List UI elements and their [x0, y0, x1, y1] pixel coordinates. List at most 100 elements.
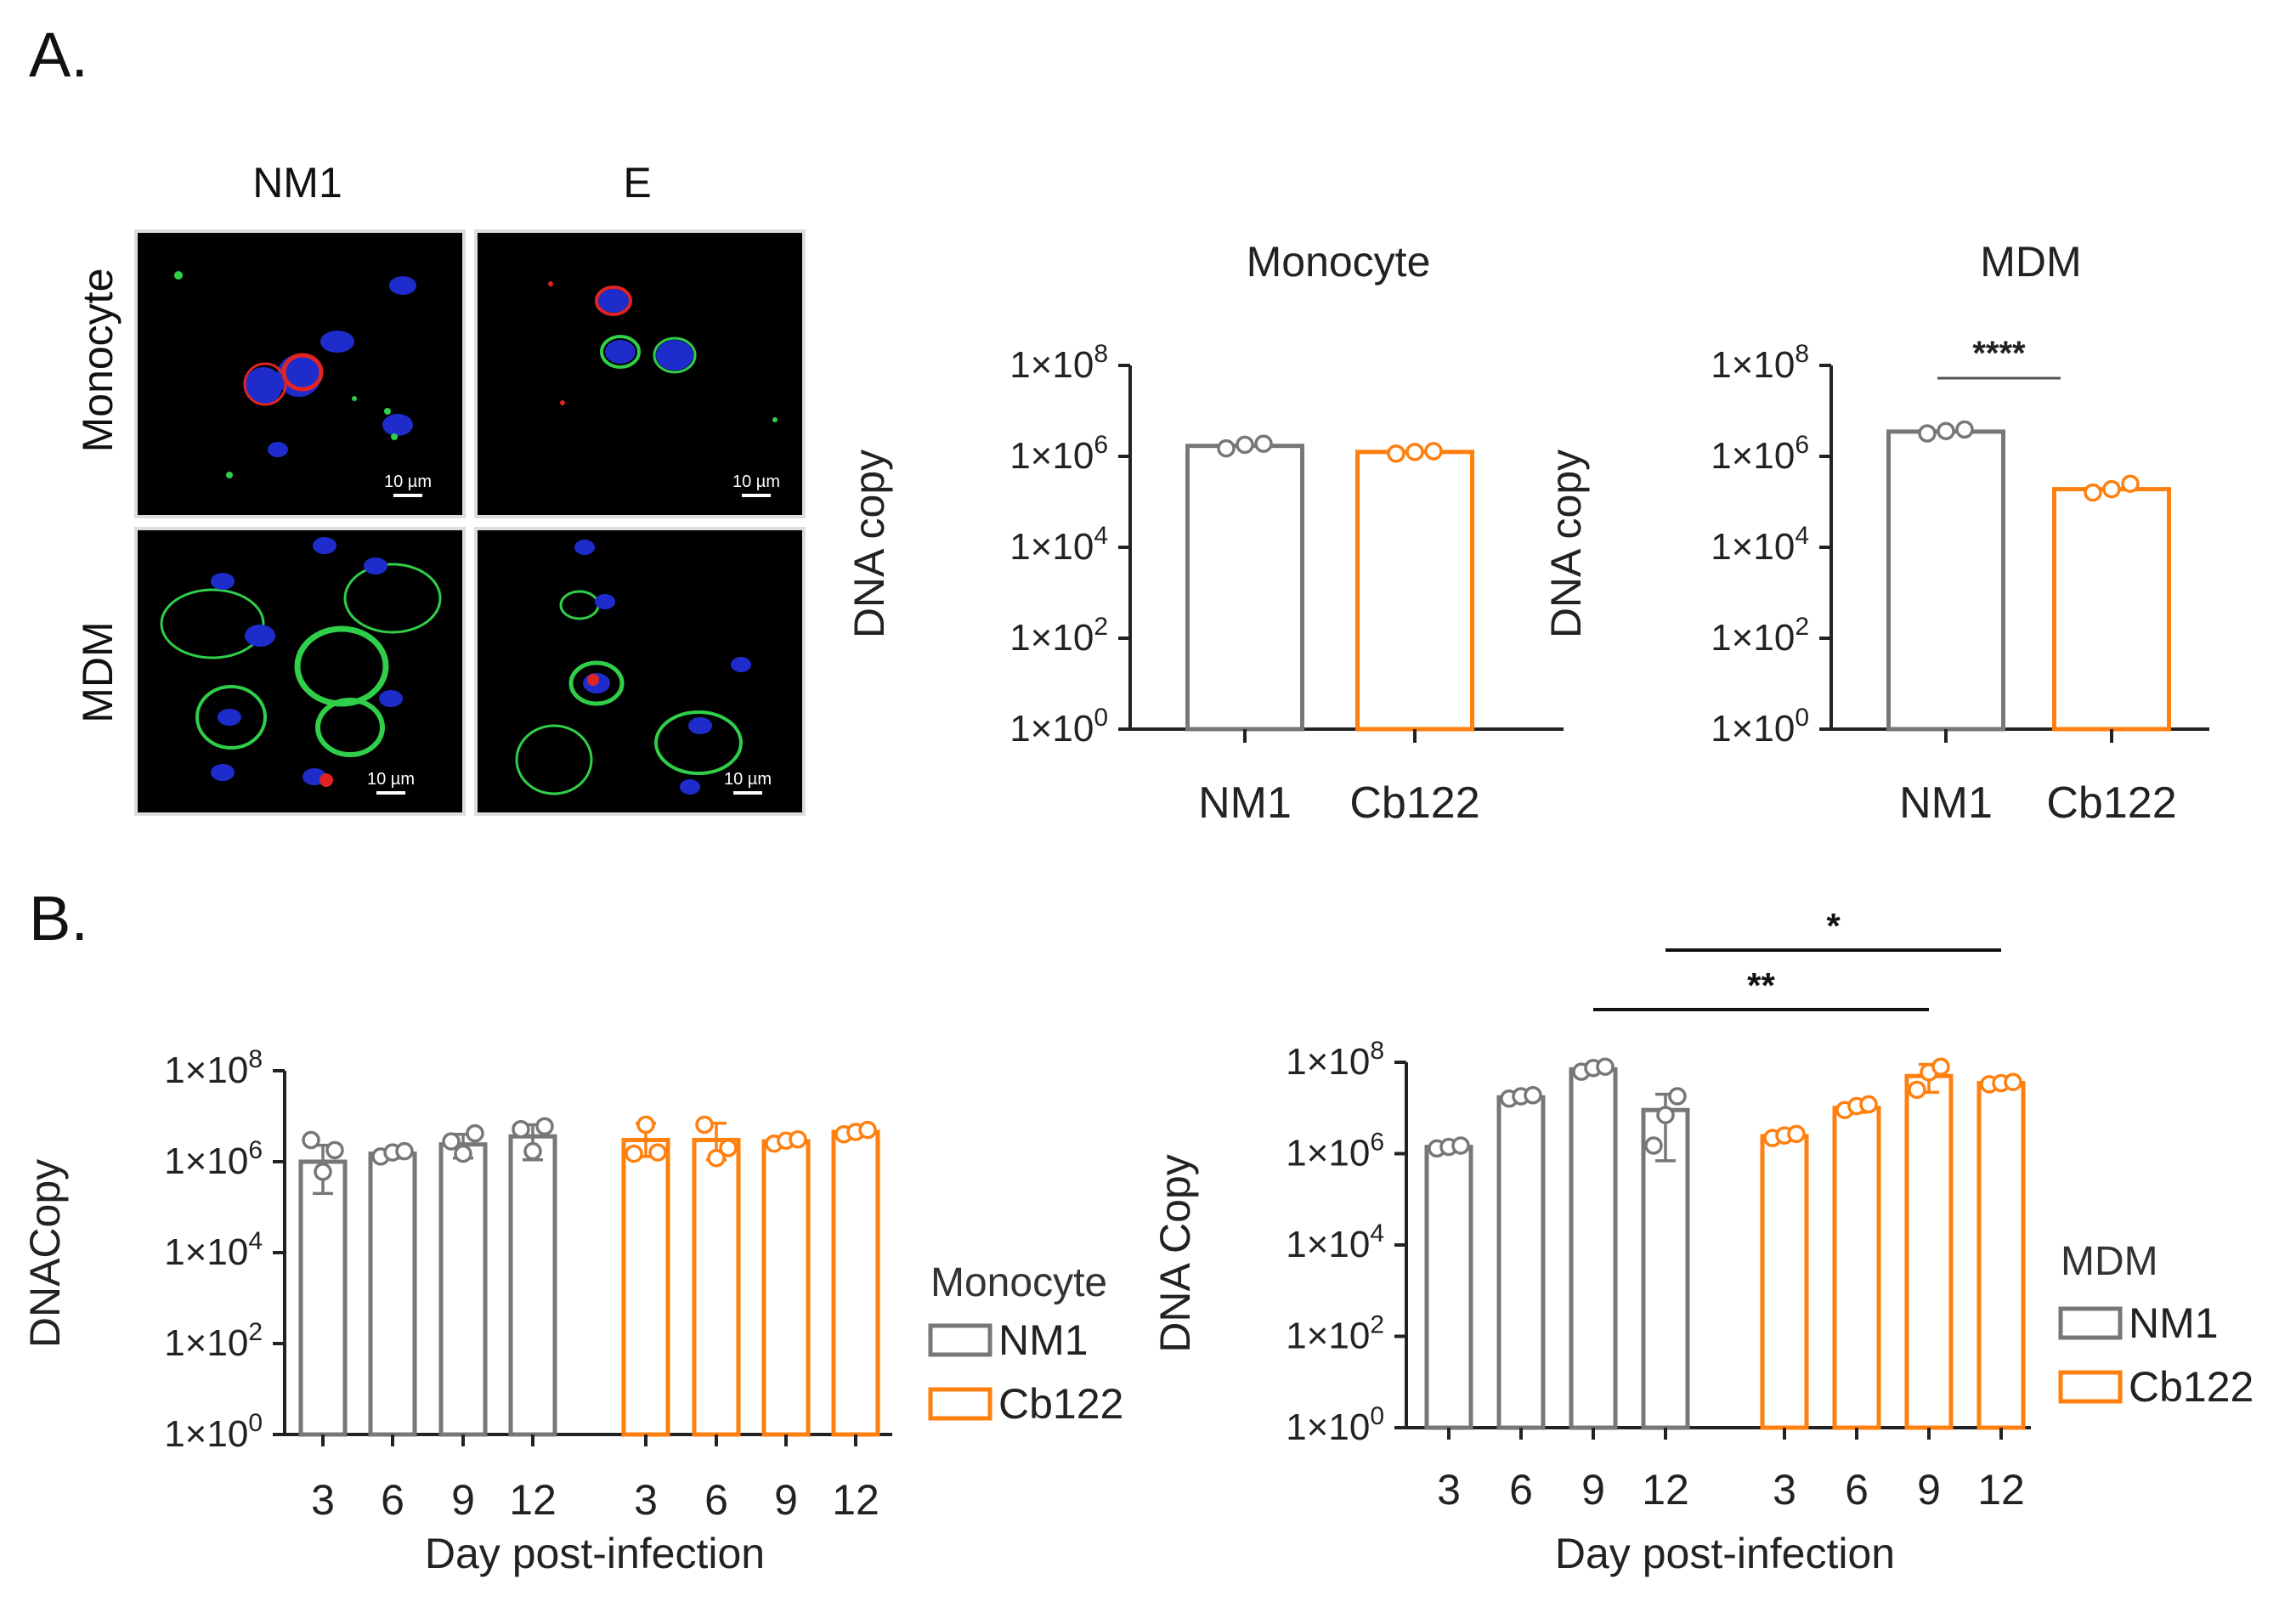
micrograph-monocyte-e-image — [548, 281, 778, 422]
y-tick-label-base: 1×10 — [1711, 526, 1795, 568]
data-point — [636, 1115, 655, 1135]
y-tick-label: 1×108 — [164, 1045, 263, 1091]
legend-label: Cb122 — [998, 1380, 1123, 1428]
y-tick-label-base: 1×10 — [1009, 708, 1094, 750]
x-tick-label: 9 — [1581, 1466, 1605, 1514]
y-tick-label-exponent: 4 — [1094, 522, 1108, 550]
data-point — [1405, 443, 1424, 461]
y-tick-label-base: 1×10 — [1009, 344, 1094, 386]
micrograph-mdm-nm1-image — [160, 537, 442, 787]
bar — [1496, 1095, 1546, 1430]
data-point — [512, 1119, 530, 1139]
x-tick-label: NM1 — [1198, 778, 1292, 828]
x-tick-label: 3 — [311, 1476, 335, 1524]
significance-label: ** — [1747, 965, 1775, 1005]
bar — [692, 1137, 741, 1437]
y-tick-label-base: 1×10 — [1009, 435, 1094, 477]
y-tick-label-exponent: 4 — [1795, 522, 1809, 550]
bar — [1904, 1073, 1954, 1430]
y-tick-label-exponent: 2 — [1094, 613, 1108, 641]
y-tick-label-base: 1×10 — [1711, 708, 1795, 750]
bar — [1886, 429, 2005, 732]
y-tick-label: 1×100 — [164, 1409, 263, 1455]
data-point — [2102, 479, 2121, 499]
y-tick-label-base: 1×10 — [164, 1050, 248, 1091]
y-tick-label-exponent: 4 — [1370, 1219, 1384, 1248]
y-tick-label: 1×106 — [1009, 431, 1108, 477]
data-point — [454, 1144, 472, 1163]
y-tick-label-exponent: 8 — [1795, 340, 1809, 368]
y-tick-label-base: 1×10 — [1711, 617, 1795, 659]
x-tick-label: 6 — [381, 1476, 404, 1524]
data-point — [325, 1140, 344, 1160]
y-tick-label: 1×104 — [164, 1227, 263, 1273]
panel-label-a: A. — [29, 20, 88, 90]
y-tick-label: 1×108 — [1009, 340, 1108, 386]
bar — [508, 1134, 557, 1437]
x-tick-label: Cb122 — [2046, 778, 2176, 828]
data-point — [2121, 474, 2140, 493]
legend-swatch — [2058, 1306, 2123, 1340]
scale-bar-label: 10 µm — [732, 472, 780, 491]
micrograph-mdm-nm1: 10 µm — [134, 527, 466, 816]
y-tick-label-base: 1×10 — [164, 1231, 248, 1273]
x-tick-label: 9 — [451, 1476, 475, 1524]
y-tick-label-base: 1×10 — [164, 1413, 248, 1455]
data-point — [1668, 1087, 1687, 1106]
x-tick-label: 6 — [1845, 1466, 1869, 1514]
legend-label: NM1 — [2129, 1299, 2219, 1347]
micrograph-mdm-e-image — [515, 540, 751, 795]
y-tick-label-base: 1×10 — [1286, 1041, 1370, 1083]
legend-label: Cb122 — [2129, 1363, 2254, 1411]
data-point — [442, 1132, 461, 1151]
data-point — [1931, 1057, 1950, 1076]
bar — [2052, 487, 2171, 732]
y-tick-label: 1×104 — [1009, 522, 1108, 568]
data-point — [535, 1117, 554, 1136]
y-tick-label-exponent: 2 — [1370, 1311, 1384, 1339]
x-axis-label: Day post-infection — [1555, 1530, 1895, 1577]
data-point — [648, 1143, 667, 1162]
legend-swatch — [928, 1323, 992, 1357]
significance-label: **** — [1972, 335, 2026, 372]
x-tick-label: 6 — [1509, 1466, 1533, 1514]
y-tick-label-base: 1×10 — [1286, 1133, 1370, 1174]
legend-label: NM1 — [998, 1316, 1089, 1364]
x-tick-label: 12 — [1977, 1466, 2025, 1514]
y-axis-label: DNACopy — [21, 1159, 69, 1348]
data-point — [789, 1129, 807, 1149]
data-point — [1254, 434, 1273, 453]
y-tick-label: 1×108 — [1286, 1037, 1384, 1083]
data-point — [1937, 422, 1955, 440]
data-point — [302, 1130, 320, 1150]
y-tick-label-base: 1×10 — [1009, 526, 1094, 568]
micrograph-monocyte-nm1-image — [174, 271, 416, 478]
bar — [1424, 1145, 1473, 1430]
y-tick-label-base: 1×10 — [164, 1322, 248, 1364]
data-point — [695, 1115, 714, 1135]
scale-bar: 10 µm — [384, 472, 432, 497]
y-tick-label-exponent: 4 — [248, 1227, 263, 1255]
bar — [1832, 1106, 1881, 1430]
micrograph-monocyte-nm1: 10 µm — [134, 229, 466, 518]
bar — [831, 1129, 880, 1437]
x-tick-label: 3 — [634, 1476, 658, 1524]
y-tick-label-base: 1×10 — [164, 1140, 248, 1182]
y-tick-label: 1×102 — [1009, 613, 1108, 659]
scale-bar: 10 µm — [367, 770, 415, 795]
y-axis-label: DNA copy — [845, 450, 893, 638]
data-point — [1859, 1095, 1878, 1114]
data-point — [523, 1141, 542, 1161]
chart-title: Monocyte — [1247, 238, 1431, 286]
data-point — [395, 1141, 414, 1161]
y-tick-label: 1×100 — [1286, 1402, 1384, 1448]
data-point — [2084, 483, 2102, 502]
y-tick-label-base: 1×10 — [1711, 344, 1795, 386]
bar — [1641, 1107, 1690, 1430]
chart-title: MDM — [1980, 238, 2081, 286]
x-axis-label: Day post-infection — [425, 1530, 765, 1577]
x-tick-label: 6 — [704, 1476, 728, 1524]
scale-bar-label: 10 µm — [384, 472, 432, 491]
y-tick-label-exponent: 0 — [248, 1409, 263, 1437]
